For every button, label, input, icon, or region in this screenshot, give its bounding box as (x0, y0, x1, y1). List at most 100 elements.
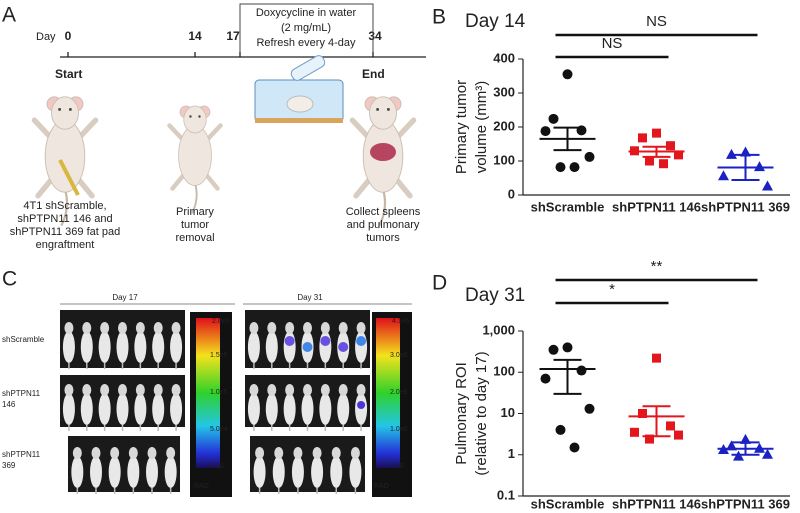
panel-letter: D (432, 272, 447, 295)
data-point (548, 344, 559, 355)
row-label: shPTPN11 (2, 389, 41, 398)
syringe (58, 159, 80, 196)
data-point (555, 162, 566, 173)
end-label: End (362, 67, 385, 81)
data-point (569, 442, 580, 453)
caption: and pulmonary (347, 219, 420, 231)
signal-spot (338, 342, 349, 352)
data-point (740, 433, 751, 444)
organ (370, 143, 396, 161)
y-tick-label: 200 (493, 118, 515, 133)
colorbar-label: 2.0e6 (390, 389, 408, 396)
signal-spot (357, 401, 366, 409)
y-tick-label: 400 (493, 50, 515, 65)
group-label: Day 31 (297, 293, 323, 302)
data-point (584, 403, 595, 414)
data-point (674, 430, 683, 440)
x-tick-label: shPTPN11 146 (612, 199, 701, 214)
row-label: shPTPN11 (2, 450, 41, 459)
caption: 4T1 shScramble, (23, 200, 106, 212)
data-point (540, 373, 551, 384)
y-tick-label: 10 (501, 405, 515, 420)
panel-a: A Day 0 14 17 34 Doxycycline in water (2… (2, 3, 426, 251)
data-point (762, 448, 773, 459)
significance-label: NS (602, 35, 623, 52)
caption: Primary (176, 206, 214, 218)
significance-label: * (609, 281, 615, 298)
y-tick-label: 100 (493, 364, 515, 379)
day-number: 17 (226, 29, 240, 43)
data-point (555, 424, 566, 435)
colorbar-label: 5.0e4 (210, 426, 228, 433)
caption: engraftment (36, 239, 95, 251)
chart-title: Day 31 (465, 285, 525, 306)
y-axis-label: (relative to day 17) (473, 351, 490, 475)
caption: shPTPN11 369 fat pad (10, 226, 120, 238)
treatment-bracket (239, 3, 374, 52)
cage-illustration (254, 55, 344, 123)
day-number: 34 (368, 29, 382, 43)
data-point (718, 170, 729, 181)
x-tick-label: shPTPN11 146 (612, 496, 701, 511)
colorbar-label: 0.00 (390, 463, 404, 470)
significance-label: ** (651, 258, 663, 275)
data-point (645, 434, 654, 444)
start-label: Start (55, 67, 82, 81)
panel-letter: C (2, 268, 17, 291)
treatment-text: (2 mg/mL) (281, 22, 331, 34)
signal-spot (302, 342, 313, 352)
y-axis-label: Primary tumor (453, 80, 470, 174)
panel-c: C Day 17 Day 31 shScramble shPTPN11 146 … (2, 268, 412, 497)
data-point (576, 365, 587, 376)
data-point (562, 342, 573, 353)
data-point (645, 156, 654, 166)
data-point (659, 159, 668, 169)
data-point (630, 427, 639, 437)
y-tick-label: 0.1 (497, 487, 515, 502)
data-point (666, 141, 675, 151)
day-number: 0 (65, 29, 72, 43)
caption: Collect spleens (346, 206, 421, 218)
colorbar-label: 1.5e5 (210, 352, 228, 359)
imaging-strip (250, 436, 365, 492)
y-tick-label: 300 (493, 84, 515, 99)
y-axis-label: Pulmonary ROI (453, 362, 470, 465)
colorbar-label: 2.0e5 (212, 318, 230, 325)
caption: shPTPN11 146 and (17, 213, 112, 225)
y-tick-label: 1,000 (482, 322, 515, 337)
data-point (638, 133, 647, 143)
data-point (548, 113, 559, 124)
group-label: Day 17 (112, 293, 138, 302)
y-tick-label: 100 (493, 152, 515, 167)
treatment-text: Refresh every 4-day (256, 37, 356, 49)
signal-spot (356, 336, 367, 346)
y-axis-label: volume (mm³) (473, 81, 490, 174)
x-tick-label: shScramble (531, 199, 605, 214)
colorbar (376, 318, 400, 468)
treatment-text: Doxycycline in water (256, 7, 357, 19)
data-point (540, 126, 551, 137)
data-point (754, 161, 765, 172)
colorbar-label: 1.0e6 (390, 426, 408, 433)
x-tick-label: shPTPN11 369 (701, 496, 790, 511)
colorbar-label: 1.0e5 (210, 389, 228, 396)
row-label: 369 (2, 461, 16, 470)
colorbar-label: RAD (374, 483, 389, 490)
x-tick-label: shScramble (531, 496, 605, 511)
colorbar-label: 3.0e6 (390, 352, 408, 359)
data-point (584, 151, 595, 162)
chart-title: Day 14 (465, 11, 526, 32)
colorbar-label: 0.00 (210, 463, 224, 470)
data-point (652, 353, 661, 363)
row-label: shScramble (2, 335, 45, 344)
caption: removal (175, 232, 214, 244)
panel-letter: A (2, 4, 16, 27)
data-point (652, 128, 661, 138)
data-point (674, 150, 683, 160)
caption: tumor (181, 219, 209, 231)
caption: tumors (366, 232, 400, 244)
y-tick-label: 0 (508, 186, 515, 201)
timeline-ticks (67, 52, 374, 57)
y-tick-label: 1 (508, 446, 515, 461)
data-point (569, 162, 580, 173)
